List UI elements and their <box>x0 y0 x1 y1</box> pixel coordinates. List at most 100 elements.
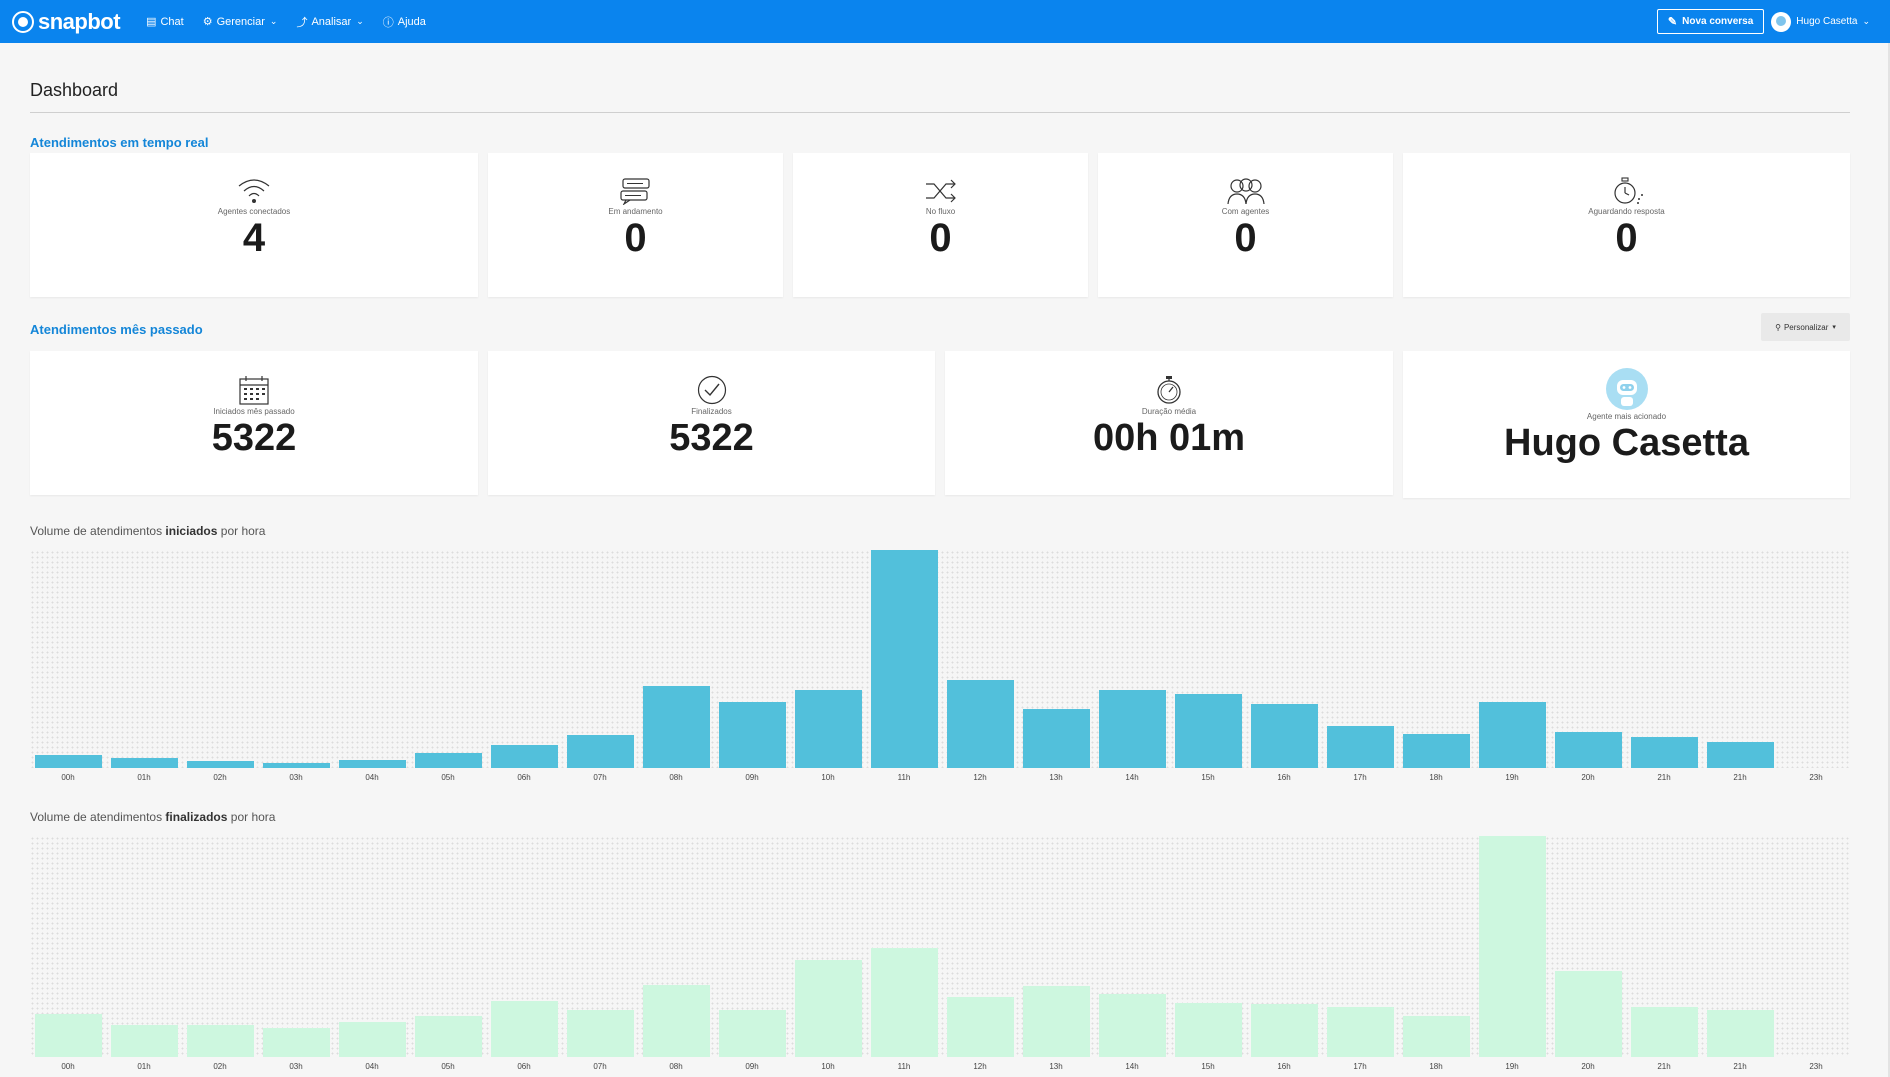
chart-bar[interactable] <box>642 985 710 1057</box>
nav-item-analisar[interactable]: ⤴ Analisar ⌄ <box>296 14 363 30</box>
chart-title-started: Volume de atendimentos iniciados por hor… <box>30 524 265 538</box>
card-finished: Finalizados 5322 <box>488 351 935 495</box>
timer-icon <box>1157 376 1181 404</box>
calendar-icon <box>239 376 269 405</box>
chart-bar[interactable] <box>338 760 406 768</box>
x-tick-label: 05h <box>441 1062 455 1071</box>
x-tick-label: 19h <box>1505 773 1519 782</box>
chart-bar[interactable] <box>1326 725 1394 768</box>
chart-bar[interactable] <box>110 1024 178 1057</box>
card-label: Agentes conectados <box>217 207 291 216</box>
chart-bar[interactable] <box>1630 1007 1698 1057</box>
chart-bar[interactable] <box>642 686 710 768</box>
chart-bar[interactable] <box>110 758 178 768</box>
chart-bar[interactable] <box>490 1000 558 1057</box>
title-divider <box>30 112 1850 113</box>
top-navbar: snapbot ▤ Chat ⚙ Gerenciar ⌄ ⤴ Analisar … <box>0 0 1890 43</box>
new-conversation-label: Nova conversa <box>1682 16 1754 27</box>
card-in-progress: Em andamento 0 <box>488 153 783 297</box>
chart-bar[interactable] <box>1706 741 1774 768</box>
card-label: Com agentes <box>1221 207 1270 216</box>
card-most-requested-agent: Agente mais acionado Hugo Casetta <box>1403 351 1850 498</box>
chart-bar[interactable] <box>262 1028 330 1057</box>
chart-bar[interactable] <box>870 947 938 1057</box>
chart-bar[interactable] <box>718 1009 786 1057</box>
card-value: 0 <box>624 216 647 260</box>
chart-bar[interactable] <box>262 762 330 768</box>
chart-bar[interactable] <box>566 735 634 768</box>
stopwatch-icon <box>1613 177 1643 204</box>
x-tick-label: 09h <box>745 1062 759 1071</box>
card-agents-connected: Agentes conectados 4 <box>30 153 478 297</box>
chevron-down-icon: ⌄ <box>269 16 278 26</box>
chart-bar[interactable] <box>34 754 102 768</box>
card-value: 0 <box>1615 216 1638 260</box>
new-conversation-button[interactable]: ✎ Nova conversa <box>1656 9 1765 34</box>
chart-bar[interactable] <box>794 689 862 768</box>
chart-bar[interactable] <box>718 701 786 768</box>
nav-item-gerenciar[interactable]: ⚙ Gerenciar ⌄ <box>203 15 278 29</box>
x-tick-label: 21h <box>1657 773 1671 782</box>
user-menu[interactable]: Hugo Casetta ⌄ <box>1771 11 1870 32</box>
chart-bar[interactable] <box>1250 703 1318 768</box>
customize-button[interactable]: ⚲ Personalizar ▾ <box>1761 313 1850 341</box>
x-tick-label: 06h <box>517 1062 531 1071</box>
brand-name: snapbot <box>38 8 121 34</box>
chart-bar[interactable] <box>946 997 1014 1057</box>
brand-logo[interactable]: snapbot <box>12 8 121 35</box>
chart-title-post: por hora <box>217 524 266 538</box>
chart-bar[interactable] <box>1174 693 1242 768</box>
chart-bar[interactable] <box>1554 970 1622 1057</box>
chart-bar[interactable] <box>414 1016 482 1057</box>
nav-item-label: Ajuda <box>397 15 426 28</box>
x-tick-label: 12h <box>973 773 987 782</box>
card-value: 00h 01m <box>1092 417 1246 459</box>
chart-bar[interactable] <box>186 1024 254 1057</box>
x-tick-label: 23h <box>1809 773 1823 782</box>
chart-bar[interactable] <box>1098 994 1166 1057</box>
x-tick-label: 16h <box>1277 773 1291 782</box>
chart-bar[interactable] <box>1706 1009 1774 1057</box>
chart-bar[interactable] <box>1098 689 1166 768</box>
chart-title-pre: Volume de atendimentos <box>30 524 166 538</box>
chart-bar[interactable] <box>1022 986 1090 1057</box>
x-tick-label: 10h <box>821 773 835 782</box>
chart-bar[interactable] <box>490 745 558 768</box>
chart-bar[interactable] <box>870 550 938 768</box>
chart-title-bold: finalizados <box>165 810 228 824</box>
x-tick-label: 18h <box>1429 1062 1443 1071</box>
card-value: 5322 <box>669 417 754 459</box>
chart-bar[interactable] <box>1022 709 1090 768</box>
chart-bar[interactable] <box>1478 701 1546 768</box>
nav-item-chat[interactable]: ▤ Chat <box>146 15 184 29</box>
chart-bar[interactable] <box>794 959 862 1057</box>
x-tick-label: 00h <box>61 773 75 782</box>
chart-bar[interactable] <box>1554 732 1622 768</box>
x-tick-label: 17h <box>1353 1062 1367 1071</box>
card-started-last-month: Iniciados mês passado 5322 <box>30 351 478 495</box>
chart-bar[interactable] <box>186 761 254 768</box>
card-value: 4 <box>242 216 266 260</box>
x-tick-label: 10h <box>821 1062 835 1071</box>
chart-bar[interactable] <box>34 1013 102 1057</box>
chart-bar[interactable] <box>1250 1003 1318 1057</box>
chart-bar[interactable] <box>1174 1002 1242 1057</box>
x-tick-label: 00h <box>61 1062 75 1071</box>
chart-bar[interactable] <box>338 1021 406 1057</box>
x-tick-label: 04h <box>365 1062 379 1071</box>
card-value: 0 <box>929 216 952 260</box>
chart-bar[interactable] <box>1326 1007 1394 1057</box>
chart-bar[interactable] <box>1630 737 1698 768</box>
chart-bar[interactable] <box>566 1009 634 1057</box>
chart-bar[interactable] <box>1478 836 1546 1057</box>
chart-bar[interactable] <box>414 752 482 768</box>
card-label: Aguardando resposta <box>1588 207 1665 216</box>
chart-bar[interactable] <box>1402 734 1470 768</box>
scrollbar[interactable] <box>1888 43 1890 1077</box>
chart-bar[interactable] <box>1402 1016 1470 1057</box>
chart-bar[interactable] <box>946 679 1014 768</box>
nav-item-ajuda[interactable]: ⓘ Ajuda <box>383 14 426 30</box>
card-value: Hugo Casetta <box>1504 422 1749 464</box>
card-label: Duração média <box>1141 407 1197 416</box>
check-circle-icon <box>697 375 726 405</box>
